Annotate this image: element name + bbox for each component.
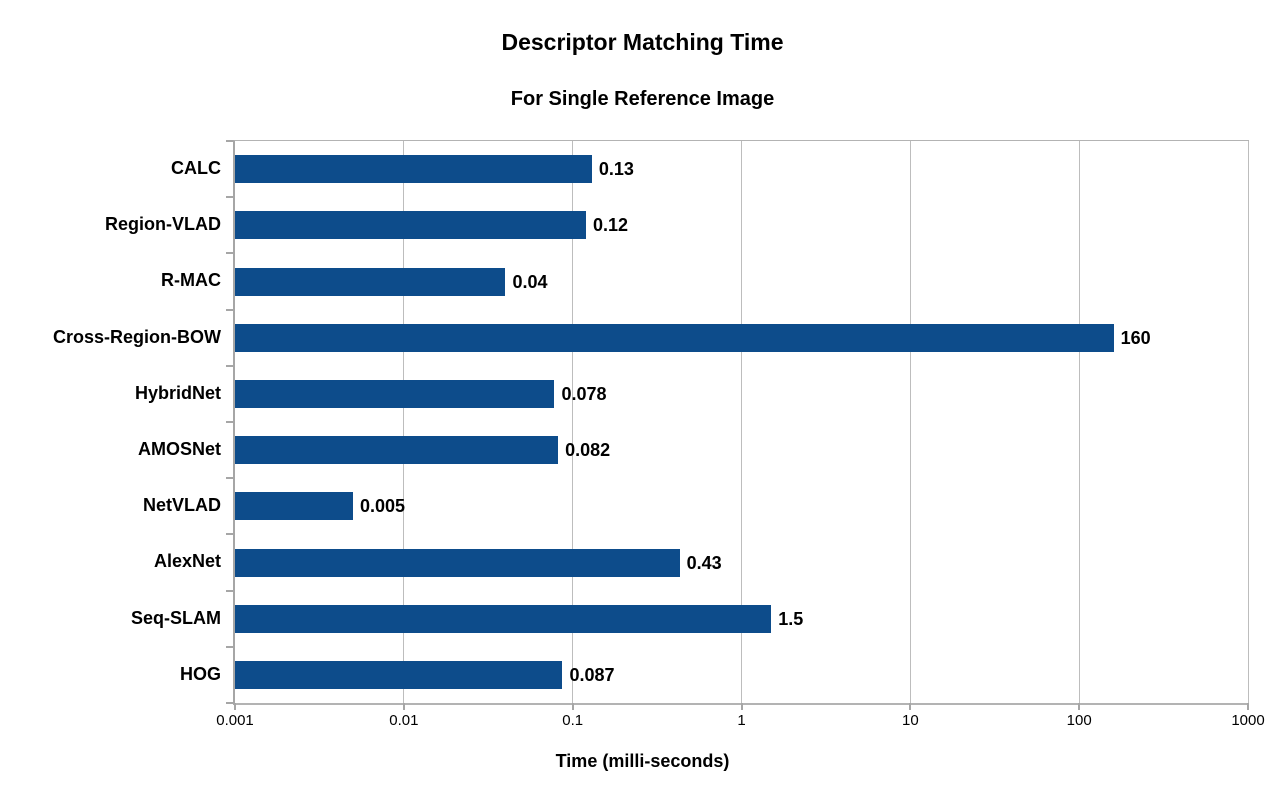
category-label: AlexNet [153,551,221,572]
y-tick [226,308,233,311]
bar-value-label: 0.082 [565,440,611,461]
bar-value-label: 1.5 [778,608,804,629]
y-tick [226,196,233,199]
x-tick-label: 1 [737,712,746,729]
plot-area: 0.001 0.01 0.1 1 10 100 1000 0.13 0.12 0.04 160 0.0… [216,140,1265,729]
category-axis: CALC Region-VLAD R-MAC Cross-Region-BOW Hybr… [0,140,221,702]
gridline [403,141,405,703]
bar-value-label: 0.087 [569,664,615,685]
y-tick [226,702,233,704]
gridline [741,141,742,703]
gridline [572,141,574,703]
bar [235,323,1114,352]
bar-value-label: 0.43 [686,552,722,573]
bar-value-label: 0.13 [598,159,634,180]
x-tick-label: 1000 [1231,712,1265,729]
bar-value-label: 0.005 [360,496,406,517]
x-tick [402,703,405,710]
bar [235,379,555,408]
y-tick [226,364,233,367]
bar [235,492,353,521]
y-tick [226,140,233,142]
category-label: HOG [179,663,221,684]
bar-value-label: 0.078 [561,383,607,404]
category-label: Region-VLAD [105,214,221,235]
category-label: NetVLAD [142,495,221,516]
y-tick [226,645,233,648]
category-label: HybridNet [134,382,221,403]
bar-value-label: 160 [1120,327,1151,348]
category-label: Seq-SLAM [131,607,221,628]
chart-title: Descriptor Matching Time [501,29,784,55]
gridline [1078,141,1080,703]
x-tick-label: 0.1 [562,712,584,729]
y-tick [226,533,233,536]
x-tick-label: 0.01 [389,712,419,729]
x-tick [234,703,236,710]
gridline [1247,141,1249,703]
bar-value-label: 0.12 [593,215,629,236]
x-tick-label: 100 [1066,712,1092,729]
bar [235,155,592,184]
category-label: R-MAC [161,270,221,291]
x-tick [740,703,743,710]
x-tick-label: 10 [901,712,919,729]
chart-subtitle: For Single Reference Image [510,88,775,110]
bar [235,604,772,633]
x-tick [1247,703,1249,710]
category-label: AMOSNet [137,439,221,459]
category-label: Cross-Region-BOW [53,326,221,347]
bar-value-label: 0.04 [512,271,548,292]
bar [235,211,587,240]
gridline [909,141,911,703]
bar [235,436,559,465]
x-tick [1078,703,1081,710]
x-tick-label: 0.001 [216,712,254,729]
y-tick [226,477,233,480]
x-axis-title: Time (milli-seconds) [555,751,730,771]
bar [235,267,506,296]
x-tick [571,703,574,710]
bar [235,548,680,577]
y-tick [226,589,233,592]
category-label: CALC [171,158,221,178]
x-tick [909,703,912,710]
y-tick [226,252,233,255]
bar [235,660,563,689]
y-tick [226,421,233,423]
